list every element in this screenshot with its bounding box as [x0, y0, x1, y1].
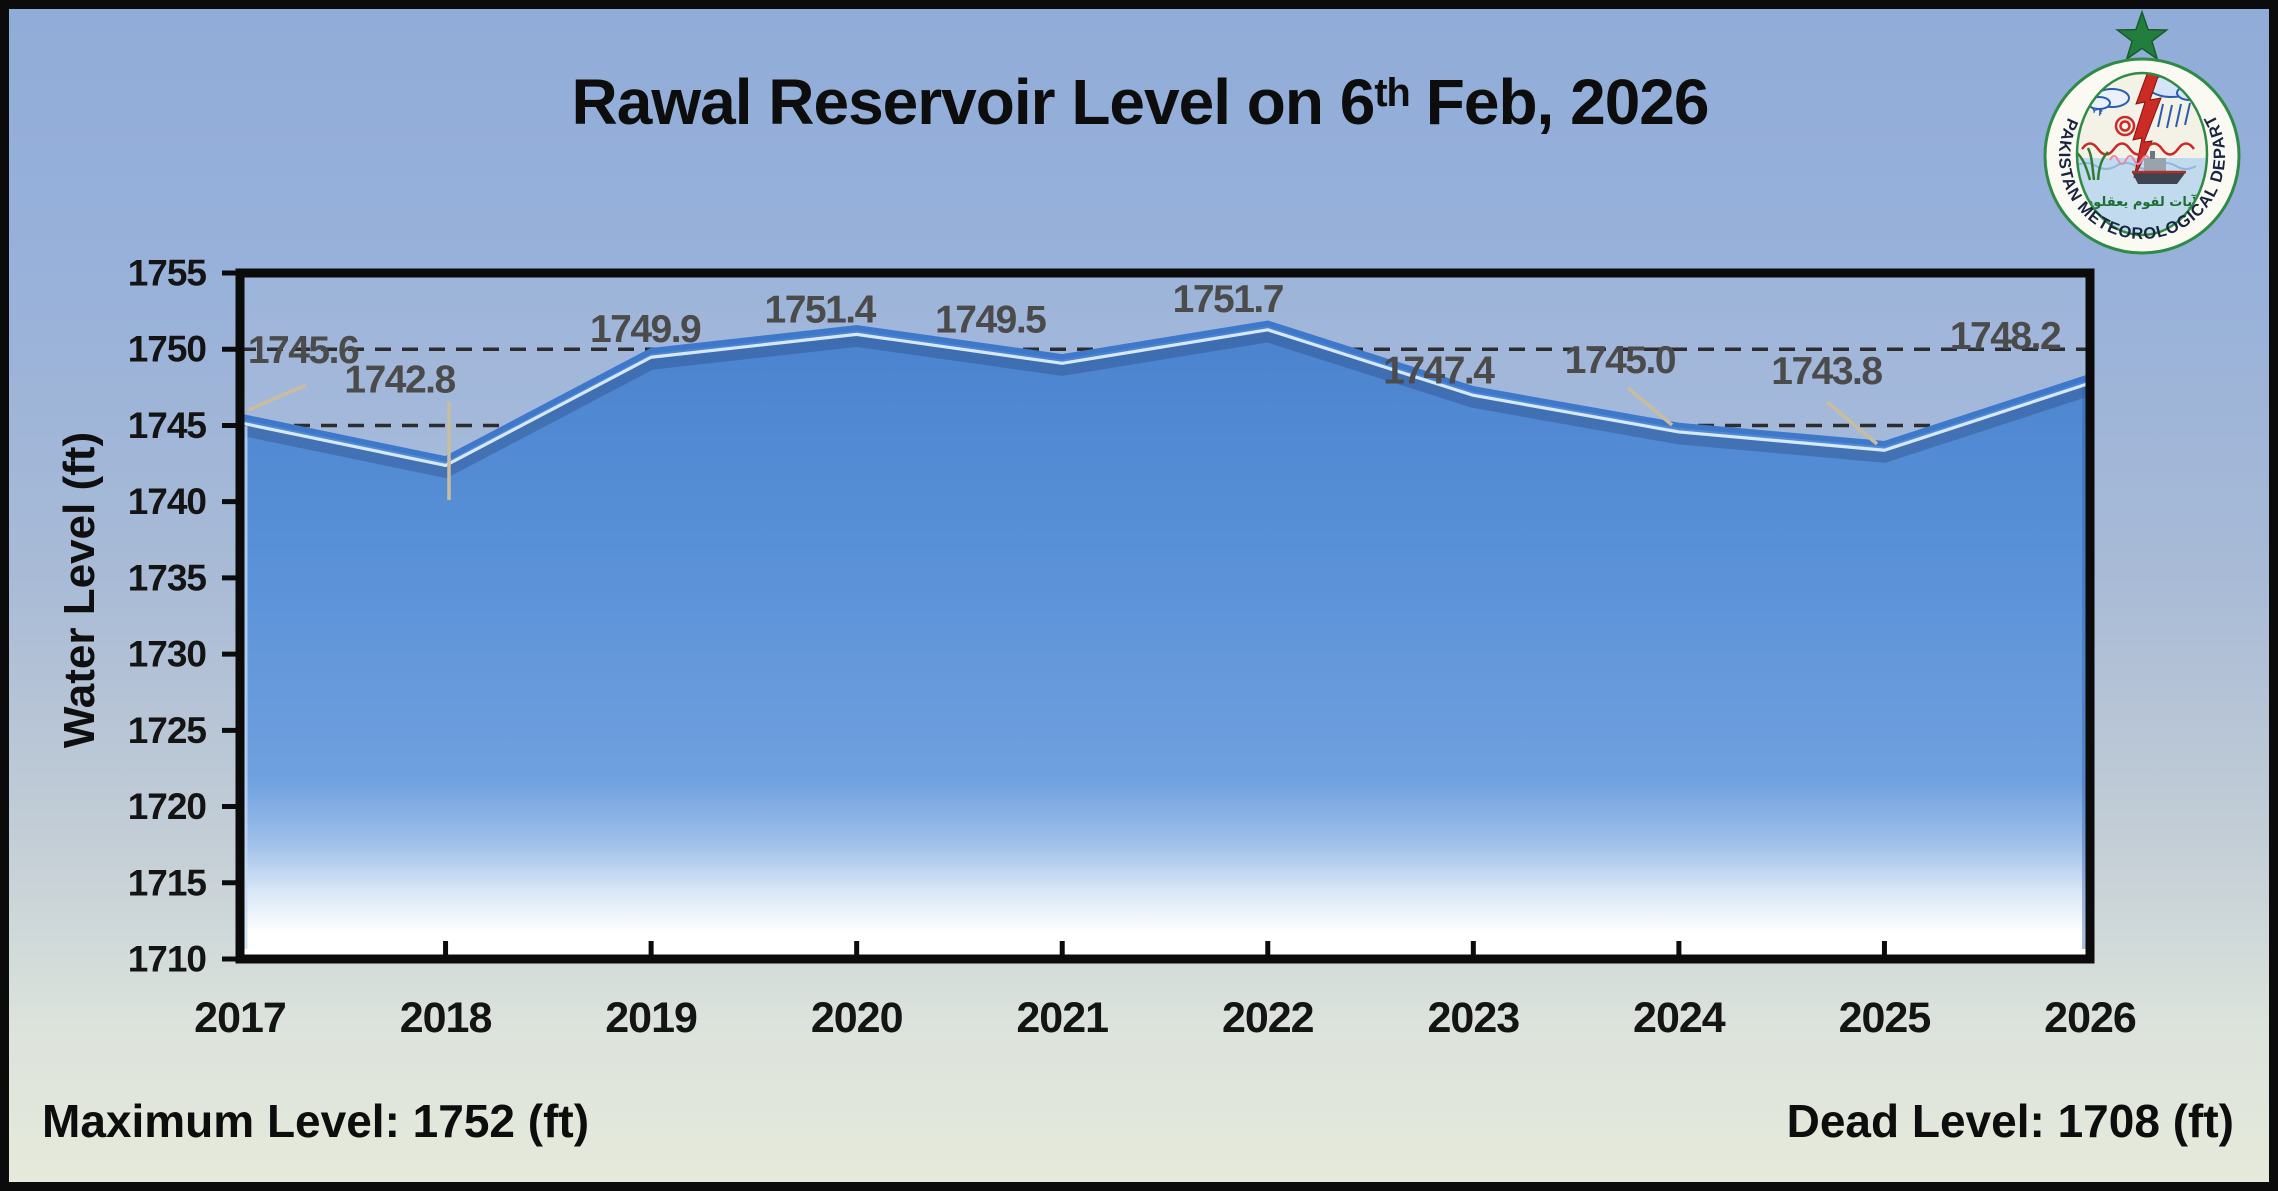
logo-red-wave [2080, 142, 2196, 156]
plot-border [235, 268, 2095, 964]
x-axis-tick-label-2019: 2019 [605, 994, 697, 1042]
label-leader-lines-group [247, 383, 1879, 500]
page-title: Rawal Reservoir Level on 6th Feb, 2026 [320, 66, 1960, 140]
logo-arabic-inscription: لآيات لقوم يعقلون [2082, 194, 2202, 210]
y-axis-tick-label: 1715 [128, 862, 207, 903]
x-axis-tick-label-2018: 2018 [400, 994, 492, 1042]
logo-inner-ellipse [2075, 71, 2209, 237]
data-label-2018: 1742.8 [344, 358, 455, 401]
area-fill [240, 323, 2090, 960]
data-label-2019: 1749.9 [590, 308, 701, 351]
y-axis-tick-label: 1720 [128, 786, 207, 827]
y-axis-tick-label: 1740 [128, 481, 207, 522]
data-label-2023: 1747.4 [1383, 349, 1495, 392]
logo-star-icon [2115, 9, 2169, 61]
data-label-2022: 1751.7 [1173, 278, 1283, 321]
y-axis-title: Water Level (ft) [55, 431, 104, 749]
y-axis-tick-label: 1725 [128, 710, 207, 751]
y-axis-tick-label: 1755 [128, 253, 207, 294]
area-edge-highlight [239, 328, 2091, 468]
x-axis-tick-label-2022: 2022 [1222, 994, 1314, 1042]
max-level-note: Maximum Level: 1752 (ft) [42, 1095, 590, 1147]
x-axis-tick-label-2021: 2021 [1016, 994, 1108, 1042]
x-axis-tick-label-2017: 2017 [194, 994, 286, 1042]
logo-swirl-icon [2114, 115, 2136, 137]
title-text: Rawal Reservoir Level on 6 [571, 66, 1376, 138]
x-axis-tick-label-2025: 2025 [1839, 994, 1931, 1042]
title-date: Feb, 2026 [1425, 66, 1710, 138]
title-ordinal-superscript: th [1374, 71, 1410, 116]
data-label-2024: 1745.0 [1565, 339, 1676, 382]
x-axis-tick-label-2023: 2023 [1427, 994, 1519, 1042]
y-axis-tick-label: 1745 [128, 405, 207, 446]
area-edge-shadow [238, 330, 2092, 478]
label-leader-line [247, 383, 307, 412]
label-leader-line [1626, 386, 1674, 427]
y-axis-tick-label: 1710 [128, 939, 207, 980]
axes-group: 1710 1715 1720 1725 1730 1735 1740 1745 1750 1755… [128, 253, 2137, 1043]
data-label-2025: 1743.8 [1771, 350, 1882, 393]
logo-ship-icon [2132, 151, 2186, 184]
data-label-2021: 1749.5 [935, 298, 1046, 341]
x-axis-tick-label-2026: 2026 [2044, 994, 2136, 1042]
x-axis-tick-label-2024: 2024 [1633, 994, 1726, 1042]
x-axis-tick-label-2020: 2020 [811, 994, 903, 1042]
dead-level-note: Dead Level: 1708 (ft) [1786, 1095, 2234, 1147]
y-axis-tick-label: 1750 [128, 329, 207, 370]
area-edge-line [239, 320, 2091, 462]
data-label-2020: 1751.4 [765, 288, 877, 331]
y-axis-tick-label: 1735 [128, 557, 207, 598]
label-leader-line [1825, 400, 1879, 446]
data-label-2026: 1748.2 [1950, 315, 2061, 358]
pmd-logo: ✈ [2026, 8, 2241, 255]
y-axis-tick-label: 1730 [128, 634, 207, 675]
data-label-2017: 1745.6 [248, 329, 359, 372]
